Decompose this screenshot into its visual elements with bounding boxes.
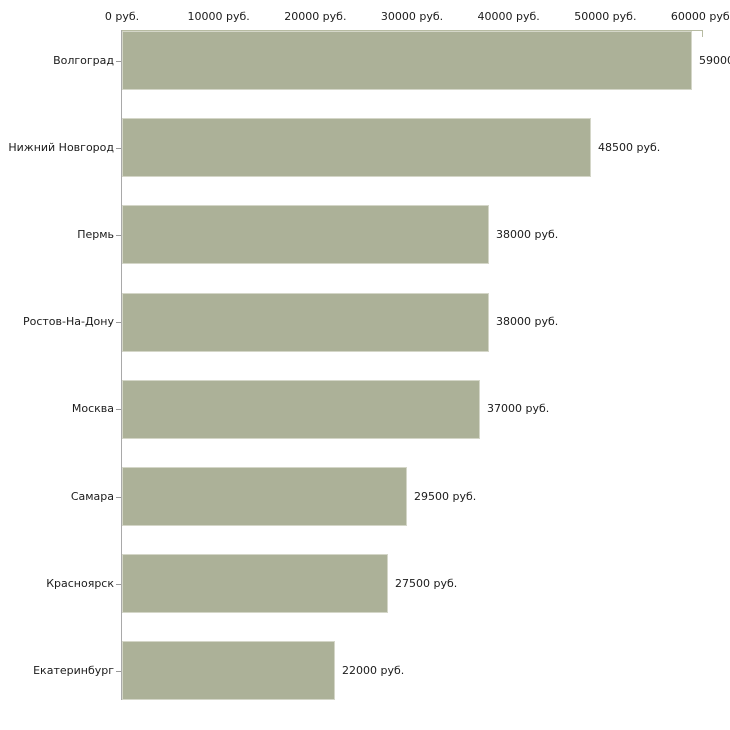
- bar-Самара: [122, 467, 408, 526]
- category-label: Самара: [70, 490, 114, 503]
- value-label: 27500 руб.: [395, 577, 458, 590]
- category-tick-mark: [116, 409, 121, 410]
- category-label: Пермь: [77, 228, 114, 241]
- value-label: 22000 руб.: [342, 664, 405, 677]
- category-label: Нижний Новгород: [8, 141, 114, 154]
- category-label: Екатеринбург: [33, 664, 114, 677]
- x-tick-label: 60000 руб.: [670, 10, 730, 23]
- x-tick-label: 50000 руб.: [574, 10, 637, 23]
- category-label: Красноярск: [46, 577, 114, 590]
- bar-Пермь: [122, 205, 490, 265]
- x-tick-mark: [702, 30, 703, 37]
- value-label: 38000 руб.: [496, 228, 559, 241]
- category-tick-mark: [116, 235, 121, 236]
- bar-Москва: [122, 379, 480, 439]
- category-tick-mark: [116, 61, 121, 62]
- bar-Волгоград: [122, 31, 693, 90]
- category-tick-mark: [116, 148, 121, 149]
- x-tick-label: 40000 руб.: [477, 10, 540, 23]
- x-tick-label: 0 руб.: [104, 10, 140, 23]
- x-tick-label: 20000 руб.: [284, 10, 347, 23]
- category-tick-mark: [116, 584, 121, 585]
- value-label: 37000 руб.: [487, 402, 550, 415]
- x-tick-label: 30000 руб.: [380, 10, 444, 23]
- value-label: 38000 руб.: [496, 315, 559, 328]
- bar-Нижний Новгород: [122, 118, 591, 178]
- value-label: 48500 руб.: [598, 141, 661, 154]
- bar-Ростов-На-Дону: [122, 292, 490, 352]
- bar-Екатеринбург: [122, 641, 335, 701]
- category-tick-mark: [116, 497, 121, 498]
- y-axis-line: [121, 30, 122, 700]
- x-tick-label: 10000 руб.: [187, 10, 250, 23]
- value-label: 59000: [699, 54, 730, 67]
- category-label: Ростов-На-Дону: [22, 315, 114, 328]
- bar-Красноярск: [122, 554, 388, 614]
- category-label: Волгоград: [53, 54, 114, 67]
- category-tick-mark: [116, 671, 121, 672]
- category-tick-mark: [116, 322, 121, 323]
- value-label: 29500 руб.: [414, 490, 477, 503]
- category-label: Москва: [71, 402, 114, 415]
